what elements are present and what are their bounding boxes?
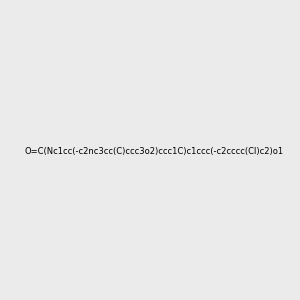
Text: O=C(Nc1cc(-c2nc3cc(C)ccc3o2)ccc1C)c1ccc(-c2cccc(Cl)c2)o1: O=C(Nc1cc(-c2nc3cc(C)ccc3o2)ccc1C)c1ccc(… [24, 147, 283, 156]
